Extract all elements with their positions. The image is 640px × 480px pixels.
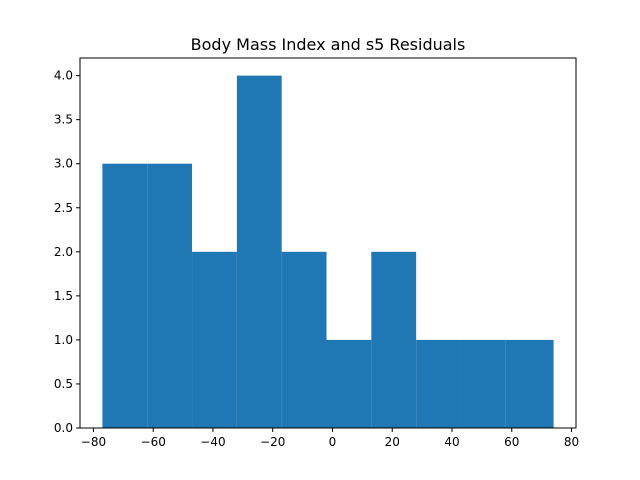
y-tick-label: 2.5: [54, 201, 73, 215]
y-tick-label: 1.5: [54, 289, 73, 303]
x-tick-label: 60: [504, 435, 519, 449]
histogram-bar: [505, 339, 554, 428]
x-tick-label: 20: [385, 435, 400, 449]
x-tick-label: 80: [564, 435, 579, 449]
histogram-bar: [371, 251, 417, 428]
x-tick-label: −40: [200, 435, 225, 449]
x-tick-label: −60: [141, 435, 166, 449]
x-tick-label: 40: [444, 435, 459, 449]
y-tick-label: 3.5: [54, 113, 73, 127]
histogram-bar: [460, 339, 506, 428]
histogram-bar: [147, 163, 193, 428]
histogram-bar: [192, 251, 237, 428]
histogram-bar: [416, 339, 461, 428]
y-tick-label: 1.0: [54, 333, 73, 347]
y-tick-label: 2.0: [54, 245, 73, 259]
chart-title: Body Mass Index and s5 Residuals: [191, 35, 466, 54]
y-tick-label: 0.0: [54, 421, 73, 435]
x-tick-label: 0: [329, 435, 337, 449]
histogram-bar: [236, 75, 282, 428]
histogram-bar: [102, 163, 148, 428]
histogram-bar: [281, 251, 327, 428]
x-axis: −80 −60 −40 −20 0 20 40 60 80: [81, 428, 579, 449]
bars-group: [102, 75, 554, 428]
x-tick-label: −80: [81, 435, 106, 449]
y-tick-label: 3.0: [54, 157, 73, 171]
x-tick-label: −20: [260, 435, 285, 449]
y-tick-label: 4.0: [54, 69, 73, 83]
histogram-bar: [326, 339, 372, 428]
axes-frame: [79, 57, 577, 429]
y-axis: 0.0 0.5 1.0 1.5 2.0 2.5 3.0 3.5 4.0: [54, 69, 80, 435]
y-tick-label: 0.5: [54, 377, 73, 391]
